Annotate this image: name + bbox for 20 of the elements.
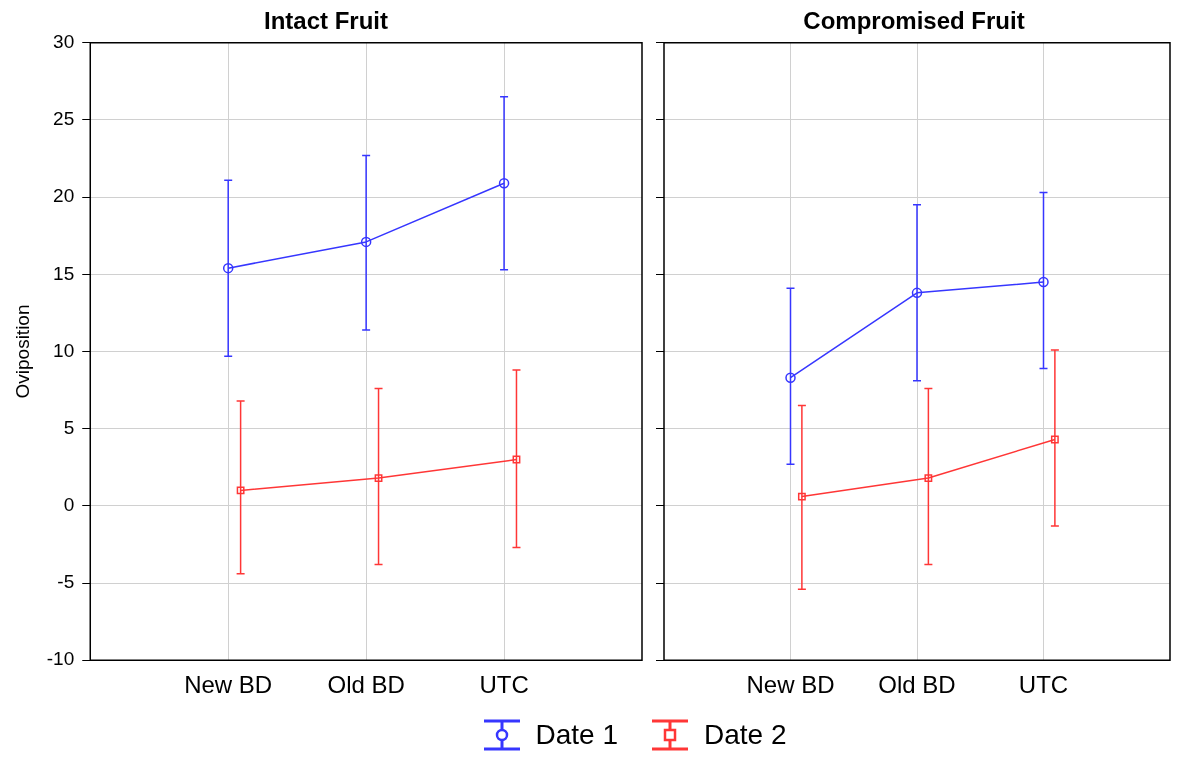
x-tick-label: Old BD <box>878 671 956 699</box>
y-tick-label: 20 <box>53 185 75 207</box>
legend-label: Date 1 <box>535 719 618 751</box>
legend-label: Date 2 <box>704 719 787 751</box>
y-tick-label: 25 <box>53 108 75 130</box>
y-tick-label: 0 <box>63 494 75 516</box>
chart-title: Intact Fruit <box>264 7 388 35</box>
y-tick-label: 10 <box>53 339 75 361</box>
x-tick-label: New BD <box>184 671 273 699</box>
x-tick-label: Old BD <box>327 671 405 699</box>
y-tick-label: 30 <box>53 31 75 53</box>
x-tick-label: UTC <box>1018 671 1069 699</box>
y-axis-title: Oviposition <box>11 304 33 399</box>
x-tick-label: UTC <box>479 671 529 699</box>
y-tick-label: -5 <box>57 571 75 593</box>
y-tick-label: 15 <box>53 262 75 284</box>
y-tick-label: 5 <box>63 416 75 438</box>
chart-title: Compromised Fruit <box>803 7 1025 35</box>
y-tick-label: -10 <box>46 648 75 670</box>
x-tick-label: New BD <box>746 671 835 699</box>
